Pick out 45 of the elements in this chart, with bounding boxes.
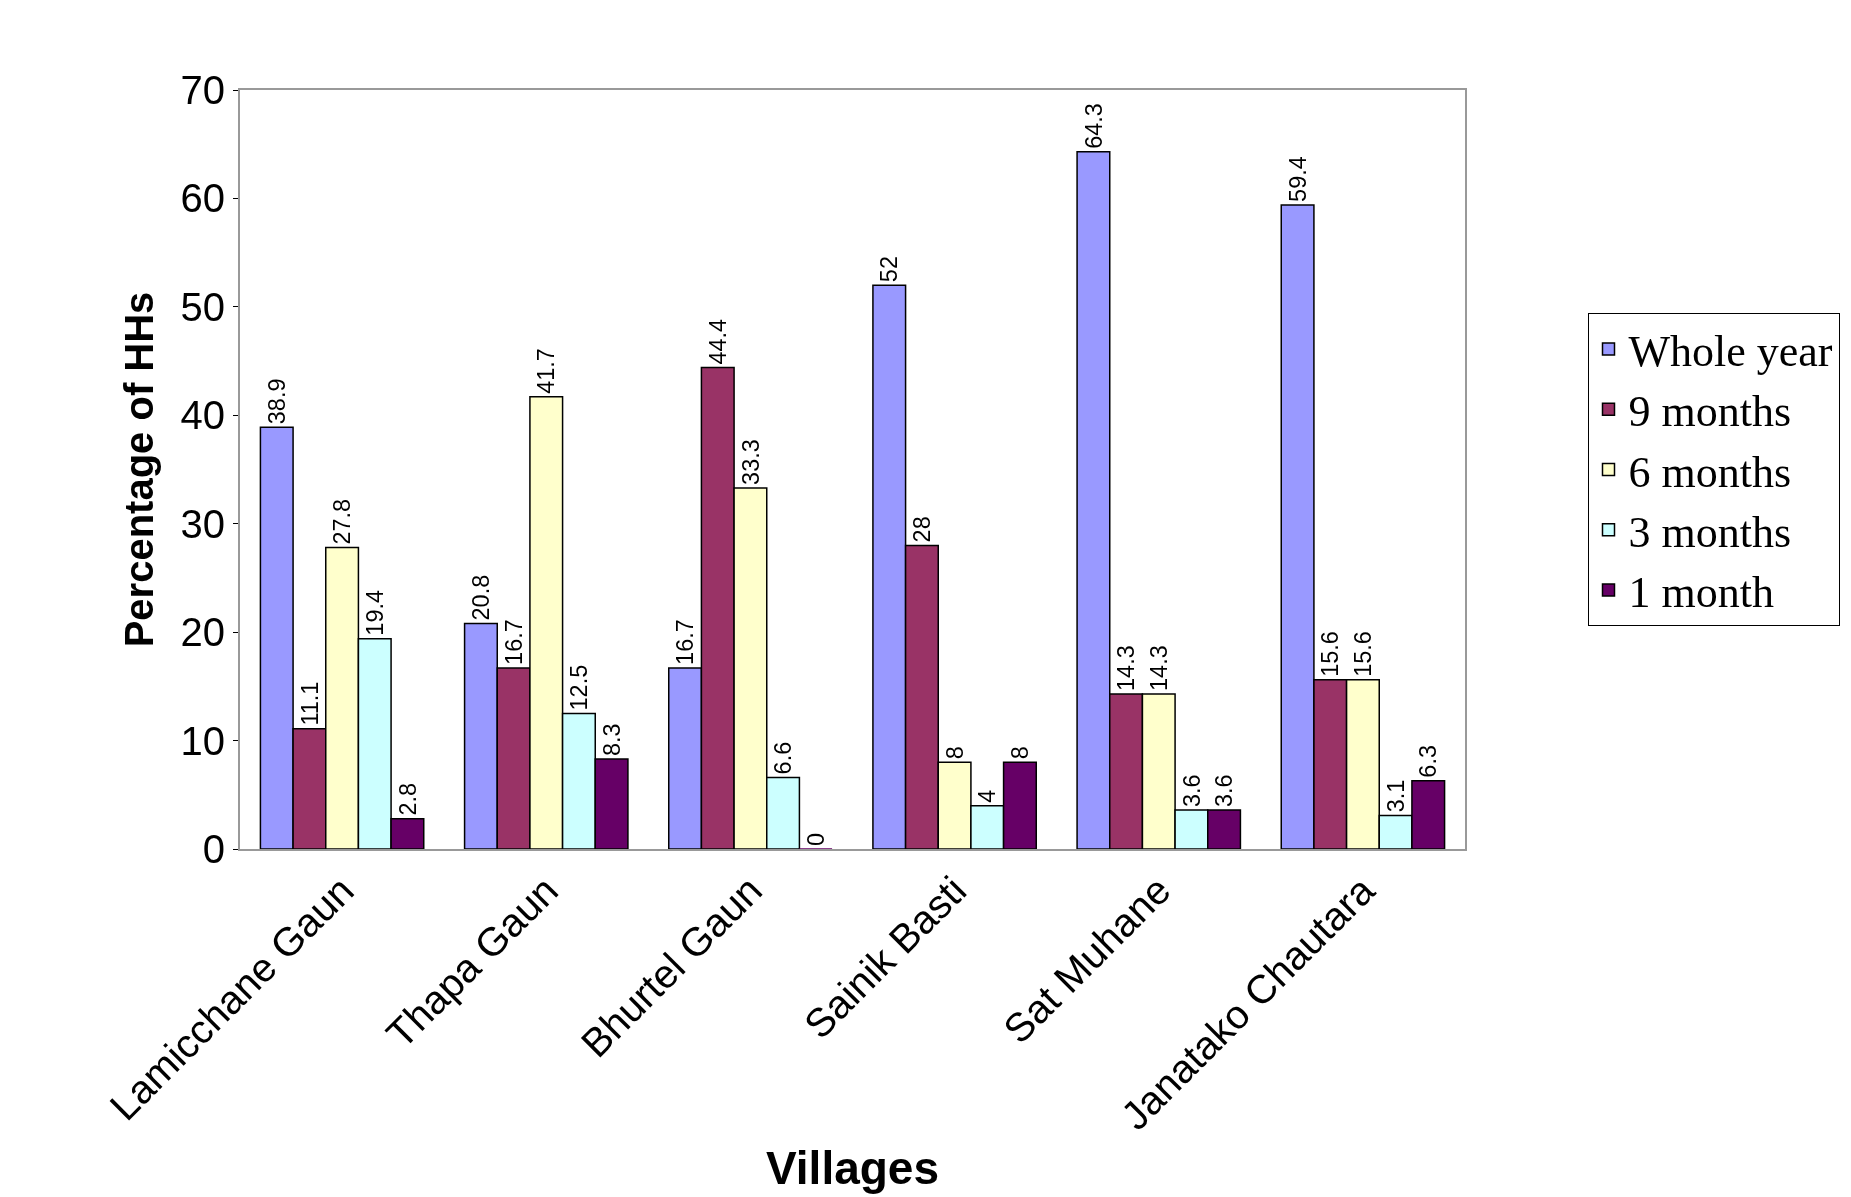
data-label: 16.7 [500,619,527,665]
data-label: 11.1 [296,681,323,726]
data-label: 16.7 [672,619,699,665]
data-label: 8.3 [598,723,625,756]
y-tick-label: 40 [180,393,225,438]
data-label: 38.9 [263,378,290,425]
data-label: 8 [1007,746,1034,760]
legend-label: 9 months [1628,387,1792,437]
data-label: 44.4 [704,318,731,365]
data-label: 3.6 [1178,774,1205,807]
data-label: 6.3 [1415,745,1442,778]
data-label: 33.3 [737,439,764,485]
legend-label: 1 month [1628,568,1774,618]
data-label: 0 [802,832,829,846]
data-label: 3.6 [1211,774,1238,807]
legend-label: 3 months [1628,507,1792,557]
data-label: 6.6 [770,741,797,775]
y-tick-label: 10 [180,718,225,763]
x-axis-title: Villages [765,1142,940,1195]
data-label: 2.8 [394,783,421,816]
data-label: 59.4 [1284,156,1311,202]
y-tick-label: 50 [180,284,225,329]
data-label: 12.5 [566,664,593,711]
data-label: 41.7 [533,348,560,394]
y-tick-label: 30 [180,501,225,546]
data-label: 3.1 [1382,779,1409,813]
legend-label: Whole year [1628,327,1833,377]
data-label: 64.3 [1080,103,1107,149]
data-label: 27.8 [329,498,356,545]
data-label: 8 [941,746,968,760]
y-tick-label: 60 [180,176,225,221]
data-label: 15.6 [1317,631,1344,677]
y-tick-label: 20 [180,610,225,655]
data-label: 28 [909,516,936,543]
y-tick-label: 70 [180,68,225,112]
data-label: 52 [876,256,903,283]
data-label: 15.6 [1350,631,1377,677]
y-axis-title: Percentage of HHs [116,291,161,648]
legend-label: 6 months [1628,447,1792,497]
data-label: 4 [974,789,1001,803]
y-tick-label: 0 [202,827,225,871]
data-label: 14.3 [1145,645,1172,691]
data-label: 14.3 [1113,645,1140,691]
data-label: 20.8 [468,574,495,621]
data-label: 19.4 [361,589,388,636]
